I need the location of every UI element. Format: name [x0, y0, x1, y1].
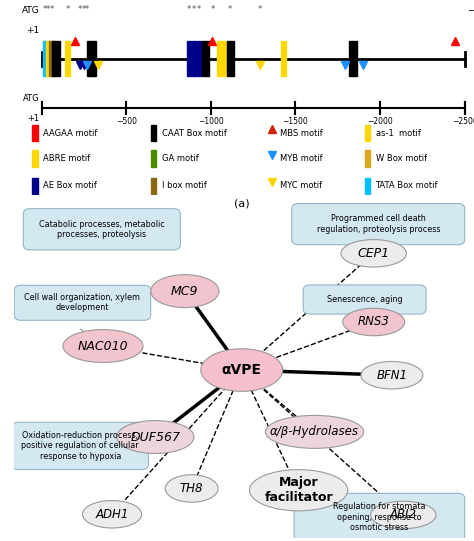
Text: −2500: −2500 [452, 117, 474, 126]
Text: −500: −500 [116, 117, 137, 126]
Ellipse shape [361, 361, 423, 389]
Bar [32, 177, 38, 194]
Text: *: * [197, 5, 201, 14]
Text: MC9: MC9 [171, 285, 199, 298]
Text: as-1  motif: as-1 motif [375, 129, 420, 137]
Text: *: * [43, 5, 47, 14]
Text: DUF567: DUF567 [130, 431, 180, 444]
Ellipse shape [249, 470, 348, 511]
Bar [151, 177, 156, 194]
Bar [43, 41, 47, 76]
Text: *: * [85, 5, 90, 14]
Bar [202, 41, 209, 76]
FancyBboxPatch shape [292, 203, 465, 245]
Text: *: * [210, 5, 215, 14]
Text: AAGAA motif: AAGAA motif [43, 129, 98, 137]
Ellipse shape [201, 349, 283, 391]
Text: MYC motif: MYC motif [280, 181, 322, 190]
Text: *: * [77, 5, 82, 14]
Bar [349, 41, 356, 76]
Ellipse shape [82, 500, 142, 528]
Text: RNS3: RNS3 [358, 315, 390, 328]
Text: *: * [228, 5, 232, 14]
Text: +1: +1 [27, 114, 39, 123]
Bar [365, 150, 370, 167]
Text: MYB motif: MYB motif [280, 154, 323, 163]
Ellipse shape [265, 415, 364, 448]
Text: *: * [192, 5, 196, 14]
Text: Catabolic processes, metabolic
processes, proteolysis: Catabolic processes, metabolic processes… [39, 220, 164, 239]
Ellipse shape [165, 475, 218, 502]
Text: −1500: −1500 [283, 117, 308, 126]
Text: CEP1: CEP1 [358, 247, 390, 260]
Bar [151, 150, 156, 167]
FancyBboxPatch shape [303, 285, 426, 314]
Bar [151, 125, 156, 141]
Text: ABI2: ABI2 [390, 509, 417, 522]
Text: NAC010: NAC010 [78, 340, 128, 353]
Bar [32, 125, 38, 141]
Text: *: * [50, 5, 54, 14]
Ellipse shape [343, 308, 405, 336]
Text: I box motif: I box motif [162, 181, 207, 190]
FancyBboxPatch shape [294, 493, 465, 540]
Text: TH8: TH8 [180, 482, 203, 495]
Text: Programmed cell death
regulation, proteolysis process: Programmed cell death regulation, proteo… [317, 214, 440, 234]
Ellipse shape [63, 329, 143, 362]
Text: *: * [65, 5, 70, 14]
Text: BFN1: BFN1 [376, 369, 408, 382]
Bar [365, 177, 370, 194]
Bar [49, 41, 54, 76]
FancyBboxPatch shape [14, 285, 151, 320]
Text: *: * [187, 5, 191, 14]
Text: TATA Box motif: TATA Box motif [375, 181, 438, 190]
Text: −1000: −1000 [198, 117, 224, 126]
Text: W Box motif: W Box motif [375, 154, 427, 163]
Text: +1: +1 [26, 26, 39, 35]
Text: −2000: −2000 [367, 117, 393, 126]
Text: Senescence, aging: Senescence, aging [327, 295, 402, 304]
Text: Oxidation-reduction process,
positive regulation of cellular
response to hypoxia: Oxidation-reduction process, positive re… [21, 431, 139, 461]
Bar [222, 41, 226, 76]
Ellipse shape [117, 420, 194, 453]
Text: αVPE: αVPE [222, 363, 262, 377]
FancyBboxPatch shape [12, 422, 148, 470]
Bar [227, 41, 234, 76]
Text: *: * [82, 5, 86, 14]
Bar [52, 41, 60, 76]
Bar [281, 41, 286, 76]
Text: Regulation for stomata
opening, response to
osmotic stress: Regulation for stomata opening, response… [333, 502, 426, 532]
Bar [197, 41, 201, 76]
Text: MBS motif: MBS motif [280, 129, 323, 137]
Text: ADH1: ADH1 [95, 508, 129, 521]
Text: ABRE motif: ABRE motif [43, 154, 91, 163]
Text: CAAT Box motif: CAAT Box motif [162, 129, 227, 137]
Text: (a): (a) [234, 199, 249, 209]
Text: GA motif: GA motif [162, 154, 199, 163]
Text: *: * [258, 5, 262, 14]
Bar [187, 41, 191, 76]
Ellipse shape [371, 501, 436, 529]
Text: *: * [46, 5, 50, 14]
Text: ATG: ATG [21, 6, 39, 15]
Text: Cell wall organization, xylem
development: Cell wall organization, xylem developmen… [25, 293, 140, 313]
Bar [46, 41, 51, 76]
Text: α/β-Hydrolases: α/β-Hydrolases [270, 425, 359, 438]
Text: −2500: −2500 [467, 6, 474, 15]
Bar [217, 41, 221, 76]
Bar [32, 150, 38, 167]
Ellipse shape [151, 275, 219, 308]
Bar [65, 41, 70, 76]
Bar [365, 125, 370, 141]
Bar [87, 41, 96, 76]
Text: Major
facilitator: Major facilitator [264, 476, 333, 504]
Text: AE Box motif: AE Box motif [43, 181, 97, 190]
Ellipse shape [341, 240, 407, 267]
Text: ATG: ATG [23, 94, 39, 103]
Bar [192, 41, 196, 76]
FancyBboxPatch shape [23, 209, 180, 250]
